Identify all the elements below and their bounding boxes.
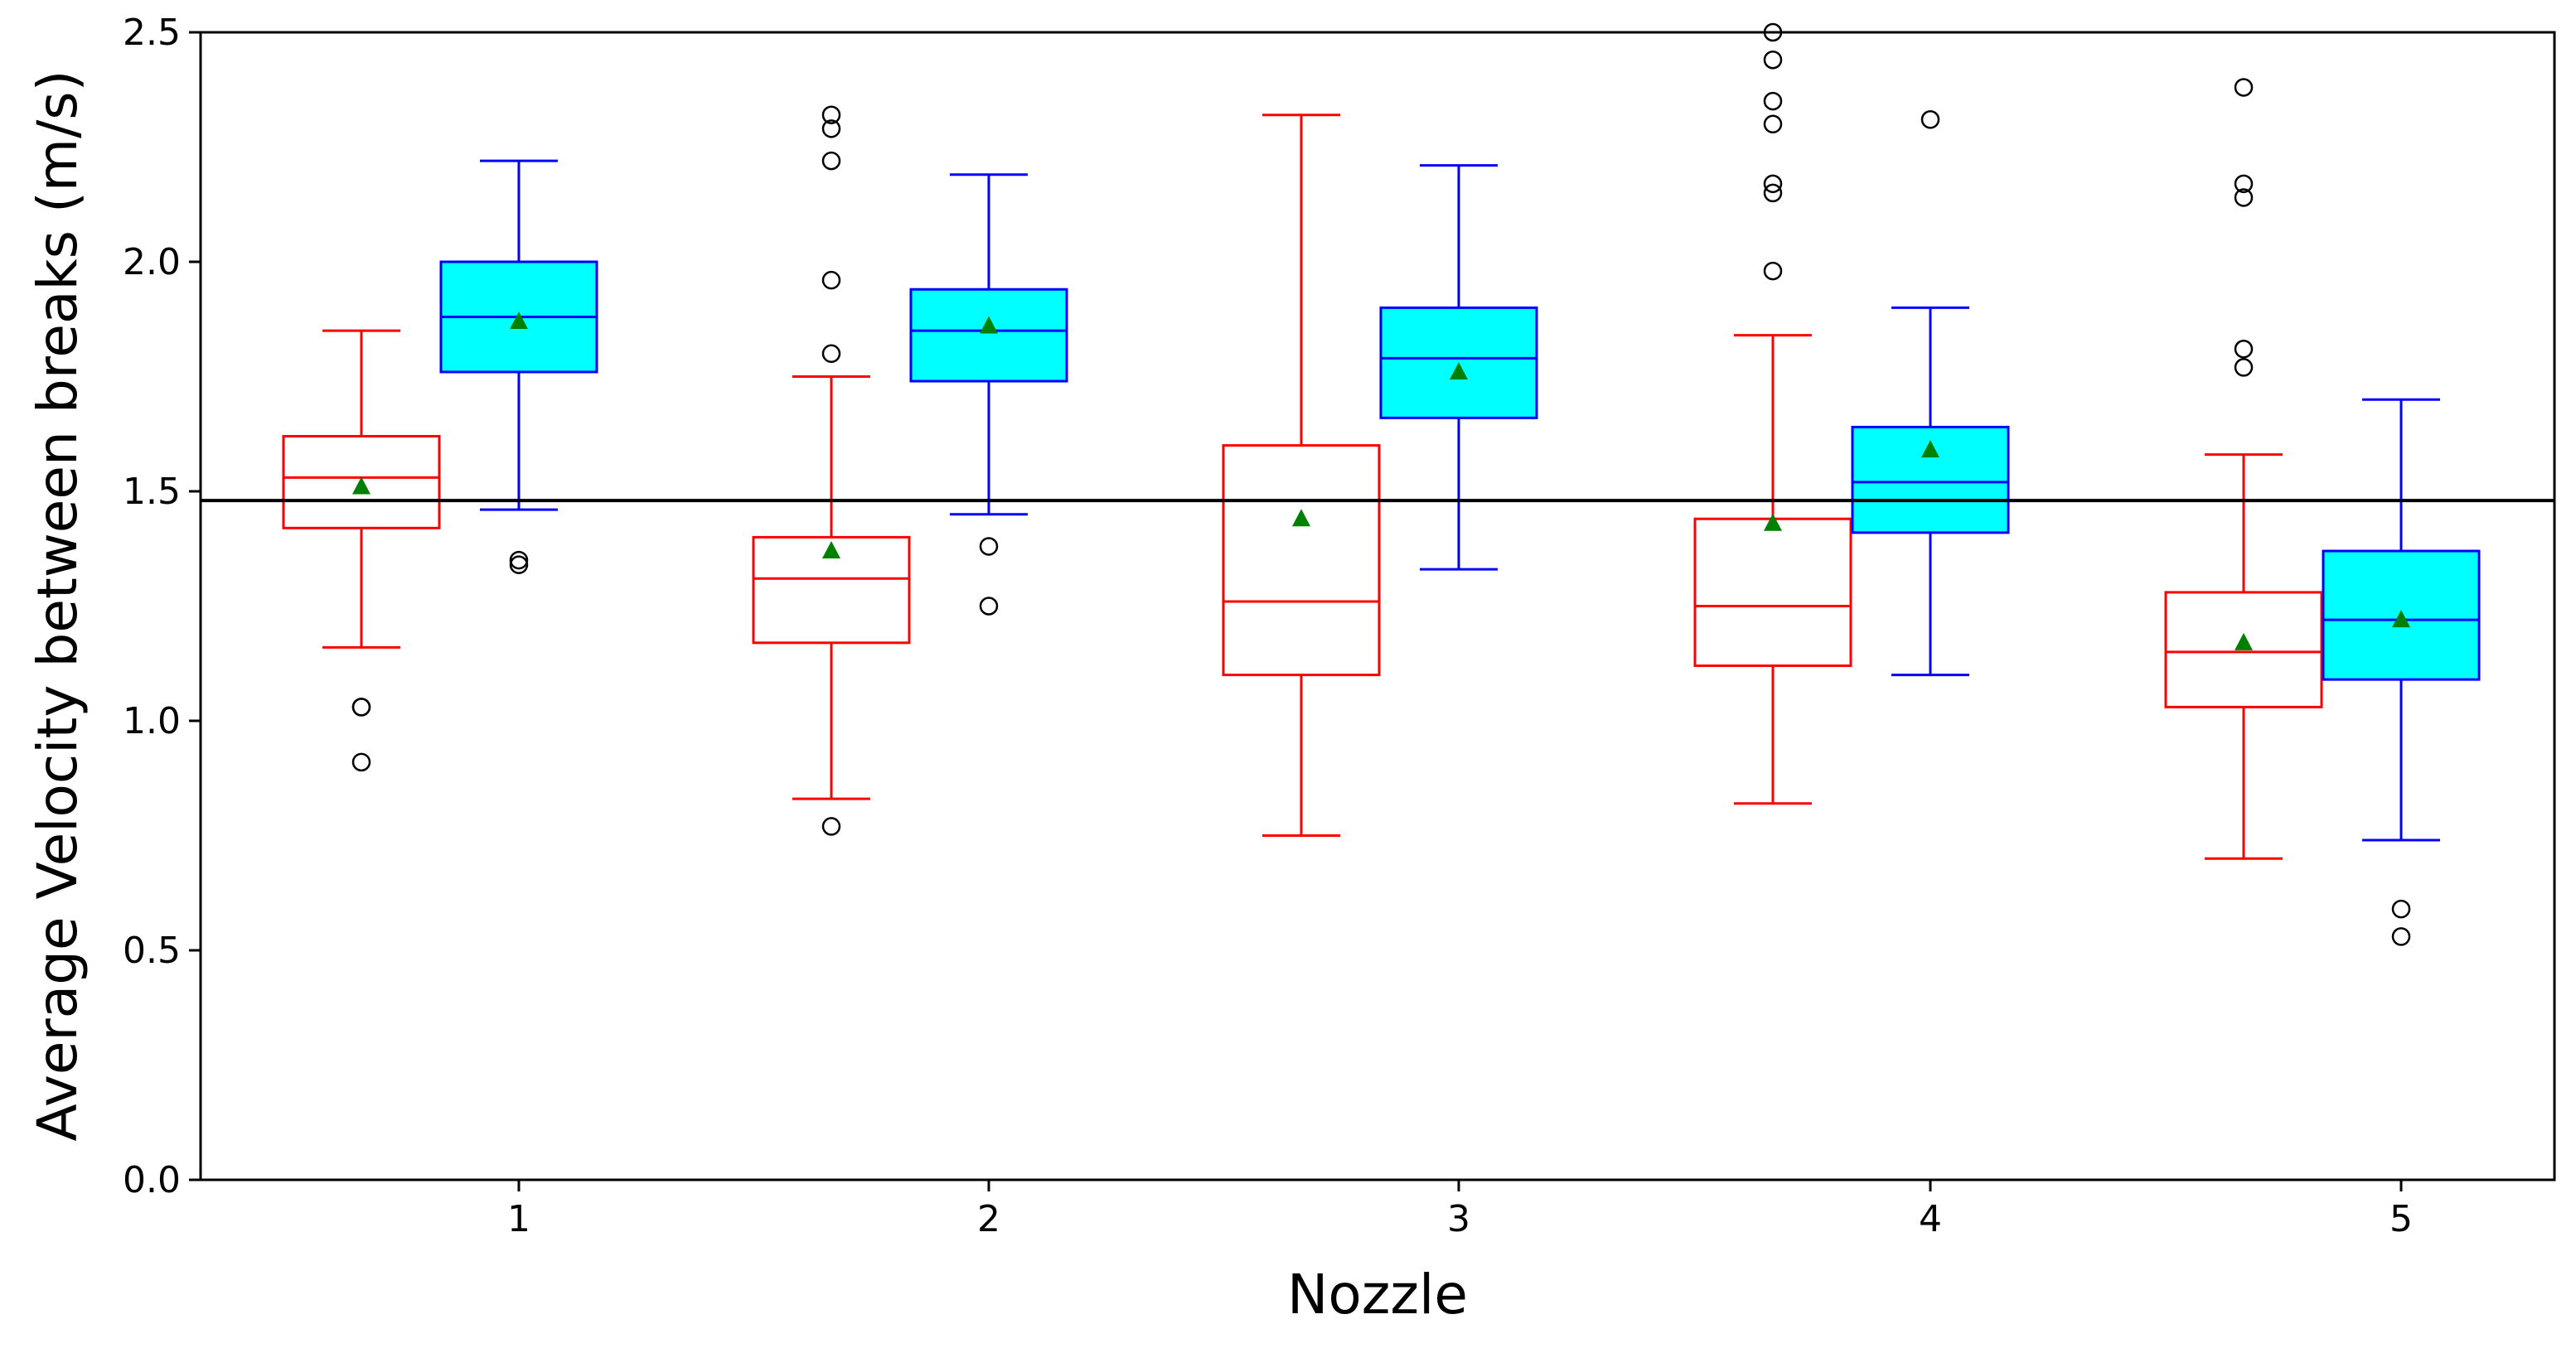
x-tick-label-3: 4 (1919, 1198, 1942, 1240)
y-axis-title: Average Velocity between breaks (m/s) (26, 70, 90, 1142)
mean-marker-red-3 (1292, 509, 1310, 527)
flier-red-4-3 (1763, 114, 1783, 134)
flier-red-1-1 (351, 698, 371, 717)
flier-red-2-2 (821, 151, 841, 171)
mean-marker-red-2 (822, 541, 840, 559)
box-red-4 (1693, 517, 1852, 668)
box-red-3 (1222, 444, 1381, 677)
flier-red-2-3 (821, 270, 841, 290)
x-tick-label-0: 1 (507, 1198, 530, 1240)
mean-marker-cyan-1 (510, 312, 528, 330)
flier-cyan-4-0 (1920, 110, 1940, 129)
y-tick-label-4: 2.0 (123, 241, 181, 283)
flier-red-2-0 (821, 105, 841, 124)
flier-red-2-5 (821, 817, 841, 836)
flier-red-4-4 (1763, 174, 1783, 194)
flier-red-5-0 (2234, 78, 2254, 97)
flier-red-5-2 (2234, 188, 2254, 207)
flier-red-1-2 (351, 752, 371, 772)
y-tick-label-3: 1.5 (123, 471, 181, 513)
mean-marker-red-5 (2235, 632, 2253, 650)
flier-cyan-5-0 (2391, 899, 2411, 919)
mean-marker-red-1 (352, 476, 370, 495)
x-tick-label-2: 3 (1447, 1198, 1470, 1240)
flier-red-4-2 (1763, 91, 1783, 111)
mean-marker-cyan-4 (1921, 440, 1939, 458)
flier-red-5-4 (2234, 358, 2254, 377)
y-tick-label-0: 0.0 (123, 1159, 181, 1201)
flier-cyan-2-0 (979, 537, 999, 556)
flier-red-5-1 (2234, 174, 2254, 194)
flier-red-5-3 (2234, 340, 2254, 359)
y-tick-label-2: 1.0 (123, 700, 181, 742)
x-tick-label-1: 2 (977, 1198, 1000, 1240)
flier-red-2-1 (821, 119, 841, 138)
flier-red-4-6 (1763, 261, 1783, 281)
flier-red-4-1 (1763, 50, 1783, 70)
flier-cyan-2-1 (979, 597, 999, 616)
box-cyan-2 (909, 288, 1068, 383)
mean-marker-cyan-3 (1450, 361, 1468, 379)
x-axis-title: Nozzle (1287, 1263, 1468, 1326)
mean-marker-cyan-5 (2392, 610, 2410, 628)
flier-cyan-1-0 (509, 550, 529, 570)
y-tick-label-1: 0.5 (123, 930, 181, 972)
flier-red-4-5 (1763, 183, 1783, 203)
plot-frame (199, 31, 2556, 1181)
flier-cyan-1-1 (509, 555, 529, 574)
flier-cyan-5-1 (2391, 927, 2411, 946)
x-tick-label-4: 5 (2390, 1198, 2413, 1240)
mean-marker-red-4 (1764, 513, 1782, 531)
y-tick-label-5: 2.5 (123, 12, 181, 54)
flier-red-2-4 (821, 344, 841, 364)
mean-marker-cyan-2 (980, 316, 998, 334)
